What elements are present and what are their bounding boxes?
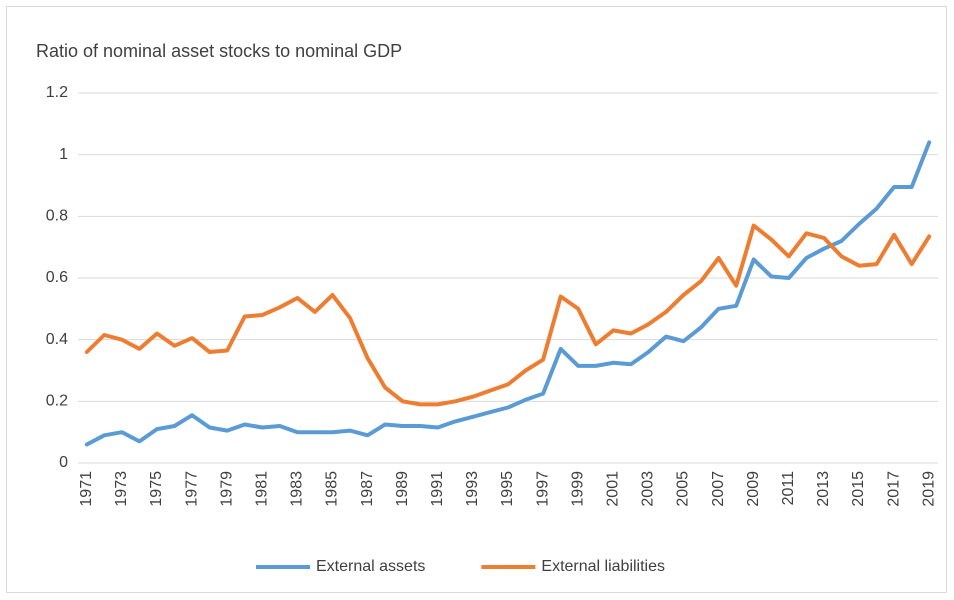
x-tick-label: 2019 (920, 471, 937, 507)
x-tick-label: 1997 (534, 471, 551, 507)
x-tick-label: 2017 (885, 471, 902, 507)
x-tick-label: 1985 (324, 471, 341, 507)
x-tick-label: 1999 (569, 471, 586, 507)
x-tick-label: 1975 (148, 471, 165, 507)
x-tick-label: 1973 (113, 471, 130, 507)
x-tick-label: 2003 (640, 471, 657, 507)
y-tick-label: 0.8 (46, 208, 68, 225)
x-tick-label: 1987 (359, 471, 376, 507)
legend-label: External liabilities (541, 558, 665, 575)
x-tick-label: 2009 (745, 471, 762, 507)
x-tick-label: 2013 (815, 471, 832, 507)
x-tick-label: 2005 (675, 471, 692, 507)
x-tick-label: 1981 (254, 471, 271, 507)
x-tick-label: 1993 (464, 471, 481, 507)
x-tick-label: 1991 (429, 471, 446, 507)
y-tick-label: 1 (59, 146, 68, 163)
y-tick-label: 0.4 (46, 331, 68, 348)
series-line (84, 140, 932, 447)
x-tick-label: 1977 (183, 471, 200, 507)
x-tick-label: 1971 (78, 471, 95, 507)
legend-label: External assets (316, 558, 425, 575)
y-tick-label: 0.6 (46, 269, 68, 286)
x-tick-label: 2007 (710, 471, 727, 507)
chart-frame (6, 6, 947, 593)
y-tick-label: 0.2 (46, 393, 68, 410)
y-tick-label: 1.2 (46, 84, 68, 101)
x-tick-label: 2015 (850, 471, 867, 507)
series-line (84, 223, 932, 407)
x-tick-label: 2011 (780, 471, 797, 506)
y-tick-label: 0 (59, 454, 68, 471)
x-tick-label: 1983 (289, 471, 306, 507)
chart-title: Ratio of nominal asset stocks to nominal… (36, 41, 402, 61)
x-tick-label: 1979 (218, 471, 235, 507)
x-tick-label: 1989 (394, 471, 411, 507)
x-tick-label: 2001 (605, 471, 622, 507)
x-tick-label: 1995 (499, 471, 516, 507)
